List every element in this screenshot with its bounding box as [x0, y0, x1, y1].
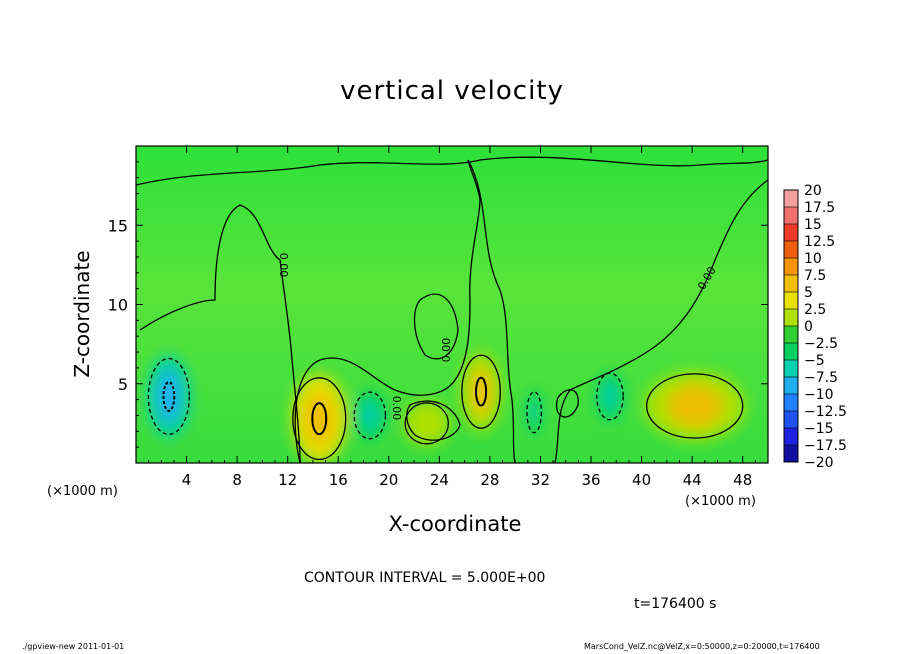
updraft-core [469, 367, 493, 416]
colorbar-swatch [784, 241, 798, 259]
updraft-inner-contour [311, 402, 328, 436]
colorbar-label: −12.5 [804, 404, 847, 420]
footer-source: MarsCond_VelZ.nc@VelZ,x=0:50000,z=0:2000… [584, 642, 820, 651]
y-tick-label: 5 [118, 375, 128, 394]
downdraft-core [157, 371, 181, 422]
colorbar-label: 17.5 [804, 200, 835, 216]
x-tick-label: 32 [531, 471, 550, 489]
x-tick-label: 48 [733, 471, 752, 489]
x-axis-label: X-coordinate [388, 512, 522, 536]
updraft-contour [646, 373, 744, 439]
contour-label: 0.00 [440, 338, 453, 363]
contour-label: 0.00 [390, 396, 403, 421]
colorbar-label: 2.5 [804, 302, 826, 318]
colorbar-label: 15 [804, 217, 822, 233]
y-tick-label: 15 [108, 216, 128, 235]
y-axis-label: Z-coordinate [70, 250, 94, 378]
colorbar-label: −20 [804, 455, 834, 471]
updraft-inner-contour [475, 376, 488, 407]
colorbar-label: 20 [804, 183, 822, 199]
downdraft-contour [596, 372, 624, 421]
updraft-contour [461, 354, 501, 429]
colorbar-swatch [784, 411, 798, 429]
chart-title: vertical velocity [340, 76, 564, 106]
colorbar-swatch [784, 258, 798, 276]
footer-program: ./gpview-new 2011-01-01 [22, 642, 125, 651]
colorbar-label: −15 [804, 421, 834, 437]
colorbar-label: −7.5 [804, 370, 838, 386]
colorbar-swatch [784, 292, 798, 310]
downdraft-contour [147, 357, 190, 435]
colorbar-swatch [784, 275, 798, 293]
colorbar-label: −17.5 [804, 438, 847, 454]
contour-interval-note: CONTOUR INTERVAL = 5.000E+00 [304, 570, 546, 586]
x-unit-left: (×1000 m) [47, 484, 118, 499]
zero-contour [294, 159, 481, 463]
colorbar-swatch [784, 224, 798, 242]
x-tick-label: 40 [632, 471, 651, 489]
zero-contour [136, 156, 768, 186]
zero-contour [413, 293, 459, 360]
x-tick-label: 20 [379, 471, 398, 489]
y-tick-label: 10 [108, 296, 128, 315]
colorbar-label: −10 [804, 387, 834, 403]
time-label: t=176400 s [634, 596, 717, 612]
colorbar-label: −2.5 [804, 336, 838, 352]
x-tick-label: 16 [329, 471, 348, 489]
updraft-core [414, 410, 440, 437]
colorbar-swatch [784, 428, 798, 446]
updraft-contour [404, 402, 449, 445]
colorbar-swatch [784, 326, 798, 344]
x-tick-label: 36 [581, 471, 600, 489]
zero-contour [554, 179, 768, 463]
x-tick-label: 8 [232, 471, 242, 489]
x-tick-label: 44 [683, 471, 702, 489]
downdraft-inner-contour [162, 381, 176, 412]
updraft-core [303, 391, 335, 446]
x-unit-right: (×1000 m) [685, 494, 756, 509]
downdraft-core [360, 400, 379, 431]
zero-contour [406, 400, 461, 441]
x-tick-label: 12 [278, 471, 297, 489]
updraft-core [666, 385, 723, 427]
colorbar-swatch [784, 190, 798, 208]
colorbar-swatch [784, 394, 798, 412]
colorbar-label: −5 [804, 353, 825, 369]
x-tick-label: 24 [430, 471, 449, 489]
plot-area [136, 146, 768, 463]
contour-label: 0.00 [277, 253, 290, 278]
zero-contour [139, 204, 301, 463]
downdraft-core [602, 381, 618, 412]
colorbar-label: 7.5 [804, 268, 826, 284]
zero-contour [555, 389, 579, 418]
colorbar-swatch [784, 207, 798, 225]
colorbar-swatch [784, 309, 798, 327]
colorbar-swatch [784, 360, 798, 378]
colorbar-label: 0 [804, 319, 813, 335]
colorbar-label: 10 [804, 251, 822, 267]
x-tick-label: 4 [182, 471, 192, 489]
colorbar-swatch [784, 377, 798, 395]
zero-contour [467, 159, 516, 463]
colorbar-swatch [784, 445, 798, 463]
x-tick-label: 28 [480, 471, 499, 489]
colorbar-swatch [784, 343, 798, 361]
downdraft-contour [353, 391, 387, 440]
colorbar-label: 12.5 [804, 234, 835, 250]
colorbar-label: 5 [804, 285, 813, 301]
downdraft-core [529, 398, 539, 426]
updraft-contour [292, 377, 347, 461]
downdraft-contour [526, 391, 543, 434]
